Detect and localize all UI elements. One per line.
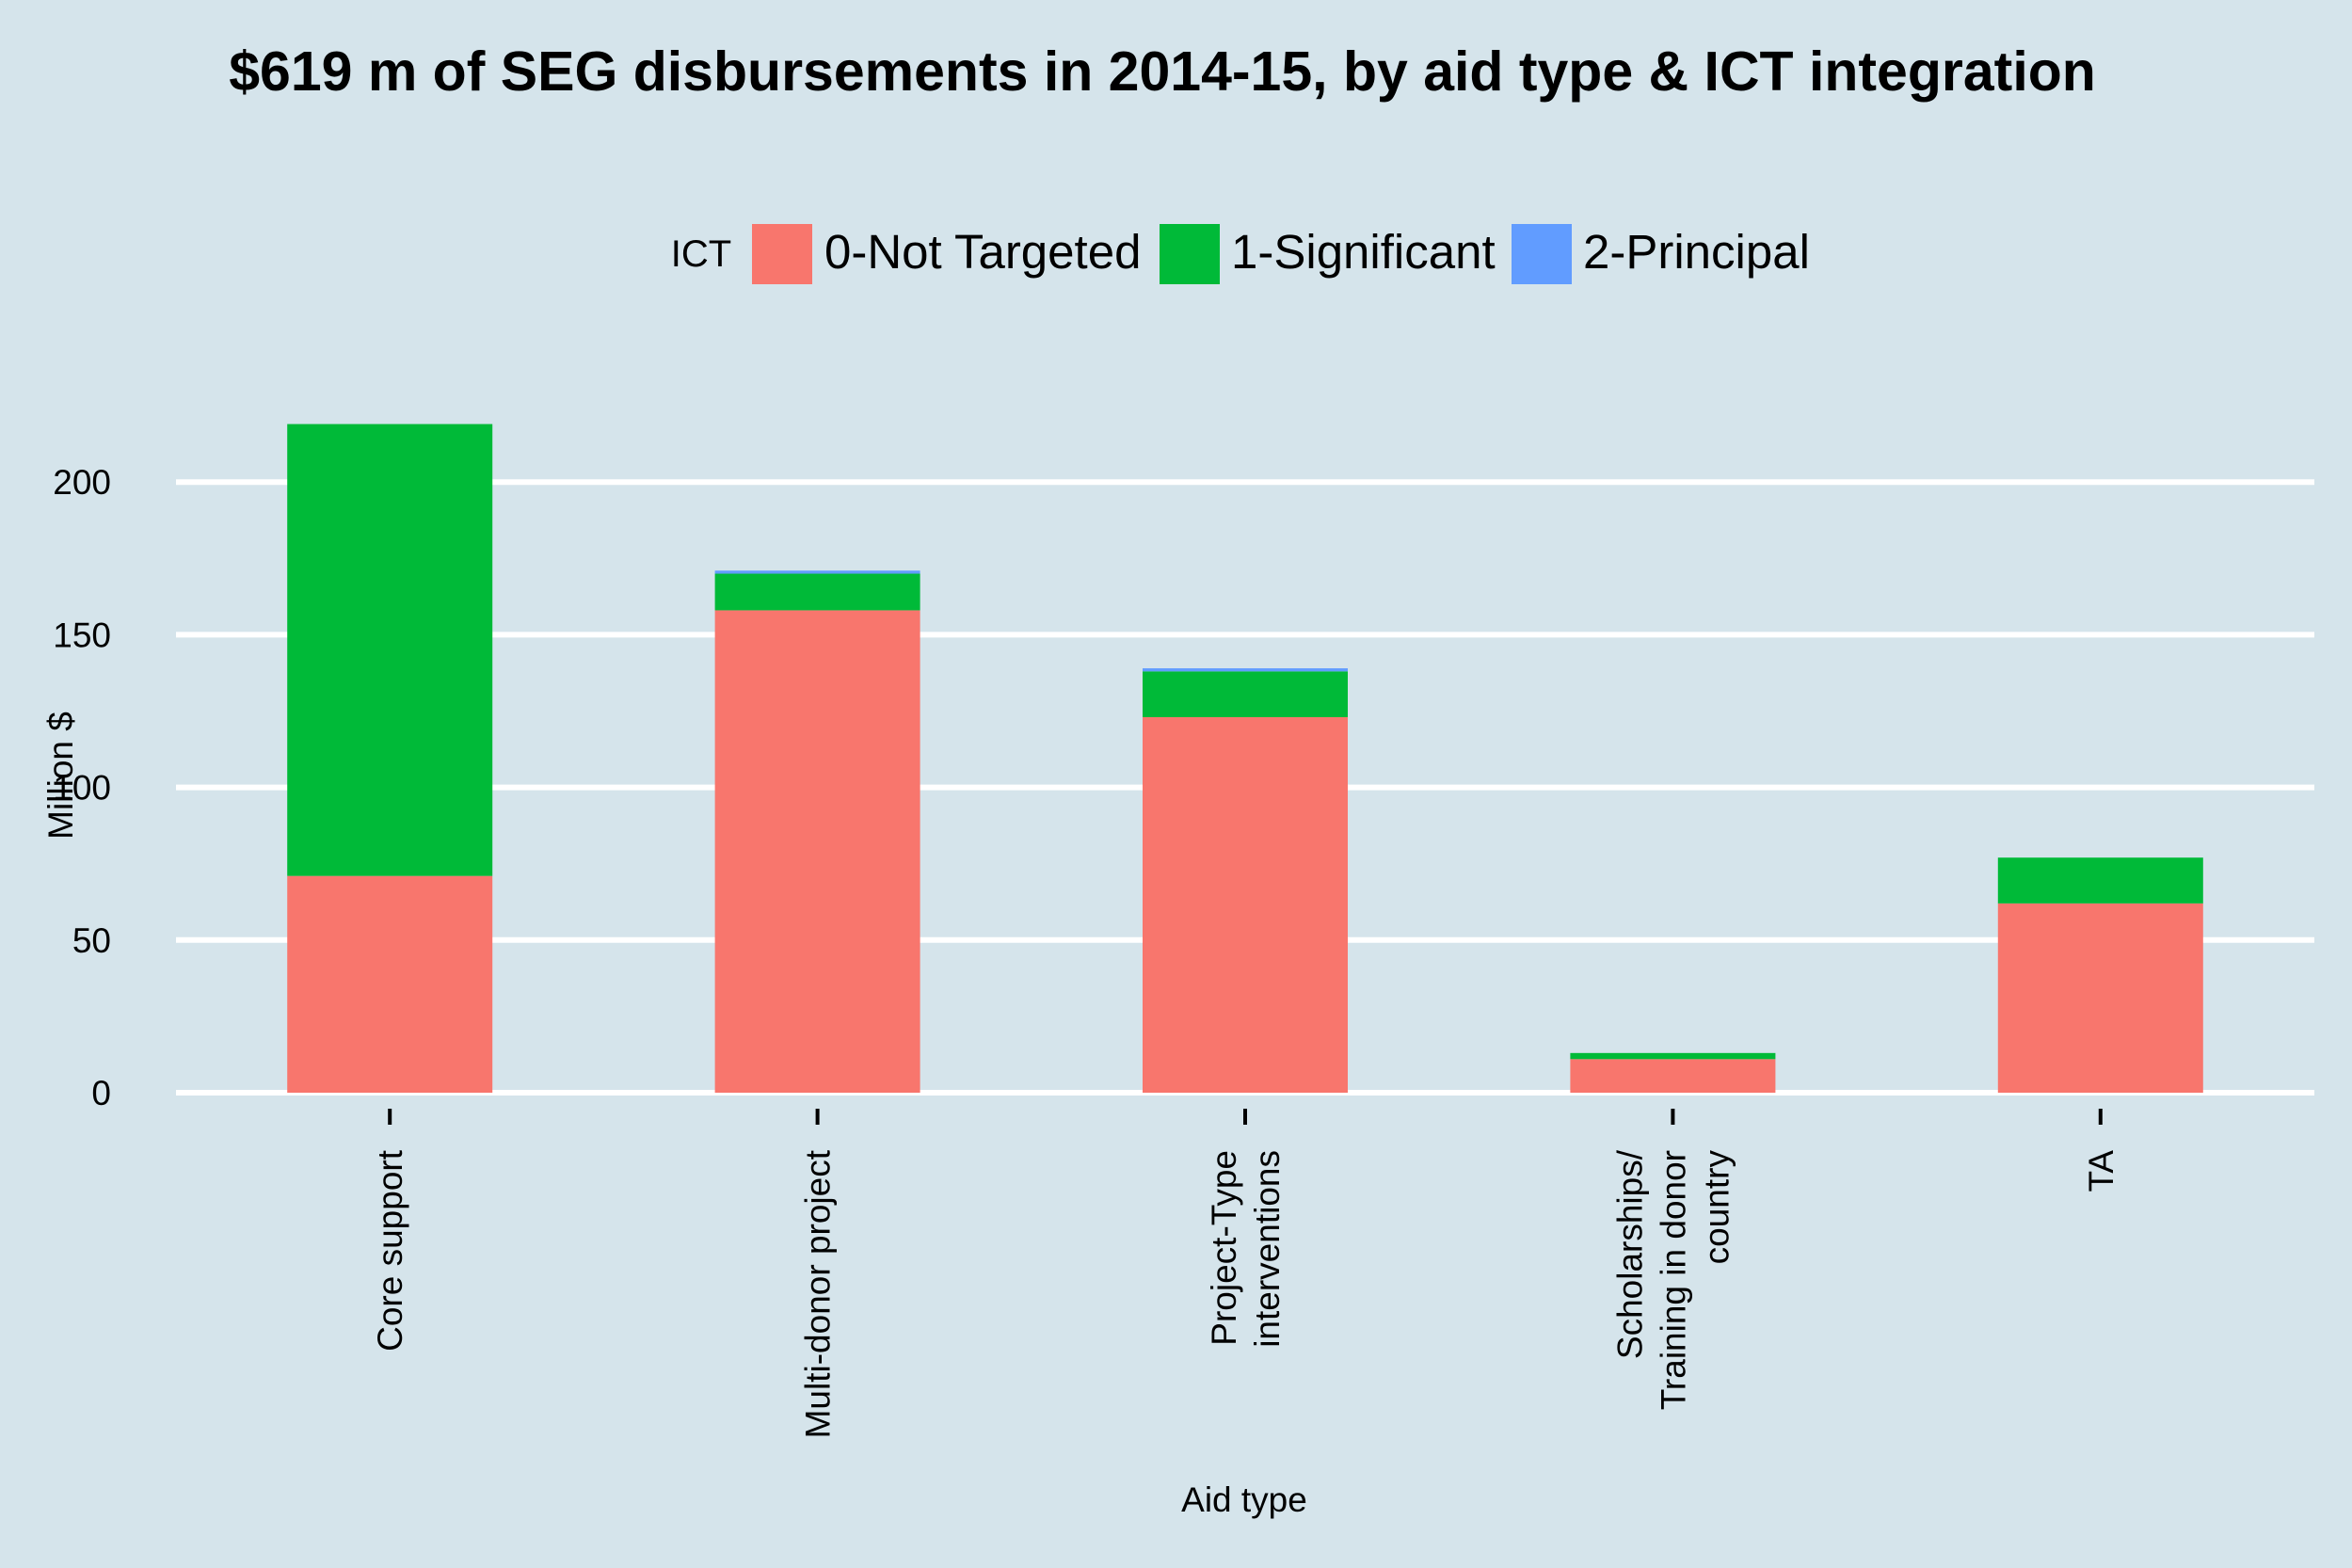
x-tick-label: Project-Type interventions: [1205, 1150, 1287, 1348]
y-tick-label: 0: [91, 1074, 111, 1112]
chart-title: $619 m of SEG disbursements in 2014-15, …: [229, 40, 2096, 103]
x-tick-label-line: Training in donor: [1654, 1150, 1692, 1410]
x-tick-label-line: Multi-donor project: [799, 1149, 838, 1438]
bar-segment-1-1-significant: [287, 424, 493, 876]
y-tick-label: 100: [53, 769, 111, 808]
x-tick-label-line: interventions: [1248, 1150, 1287, 1348]
x-tick-label: Core support: [371, 1149, 409, 1352]
x-tick-label: TA: [2082, 1150, 2120, 1192]
bar-segment-4-1-significant: [1570, 1052, 1776, 1060]
legend-swatch-2-principal: [1512, 224, 1572, 284]
bar-segment-5-1-significant: [1997, 857, 2203, 904]
bar-segment-3-0-not-targeted: [1143, 716, 1348, 1093]
x-axis-label: Aid type: [1181, 1480, 1307, 1519]
x-tick-label-line: country: [1697, 1150, 1736, 1265]
legend-swatch-1-significant: [1160, 224, 1220, 284]
bar-segment-3-2-principal: [1143, 668, 1348, 672]
bar-segment-4-0-not-targeted: [1570, 1059, 1776, 1093]
bar-segment-2-2-principal: [714, 570, 920, 574]
y-tick-label: 150: [53, 616, 111, 654]
y-tick-label: 50: [72, 921, 111, 960]
y-axis: 0 50 100 150 200: [53, 463, 111, 1112]
bar-segment-3-1-significant: [1143, 671, 1348, 717]
x-axis: Core support Multi-donor project Project-T…: [371, 1109, 2120, 1438]
x-tick-label-line: Project-Type: [1205, 1150, 1243, 1346]
y-axis-label: Million $: [41, 712, 80, 840]
legend-label: 2-Principal: [1583, 225, 1810, 279]
bar-segment-5-0-not-targeted: [1997, 903, 2203, 1093]
x-tick-label: Multi-donor project: [799, 1149, 838, 1438]
legend-title: ICT: [671, 233, 731, 275]
x-tick-label: Scholarships/Training in donor country: [1610, 1149, 1736, 1410]
legend-swatch-0-not-targeted: [752, 224, 812, 284]
legend: ICT 0-Not Targeted 1-Significant 2-Princip…: [671, 224, 1810, 284]
x-tick-label-line: Scholarships/: [1610, 1149, 1649, 1359]
x-tick-label-line: Core support: [371, 1149, 409, 1352]
legend-label: 0-Not Targeted: [824, 225, 1141, 279]
bar-segment-1-0-not-targeted: [287, 875, 493, 1093]
y-tick-label: 200: [53, 463, 111, 502]
x-tick-label-line: TA: [2082, 1150, 2120, 1192]
bar-segment-2-0-not-targeted: [714, 610, 920, 1093]
legend-label: 1-Significant: [1231, 225, 1496, 279]
bar-segment-2-1-significant: [714, 573, 920, 611]
bars: [287, 424, 2203, 1093]
